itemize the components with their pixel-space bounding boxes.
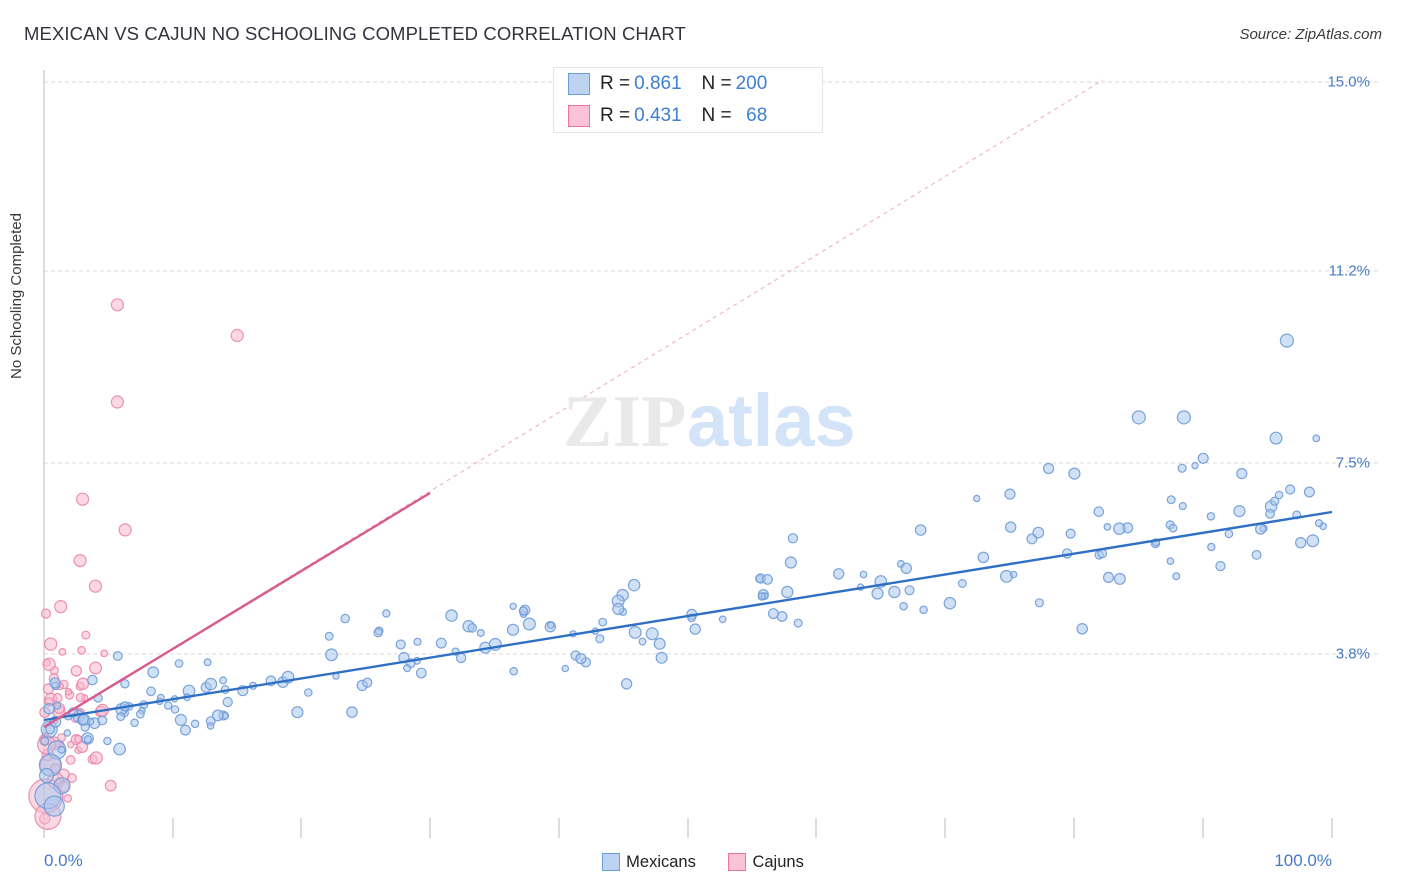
svg-text:atlas: atlas — [687, 379, 856, 462]
svg-text:ZIP: ZIP — [563, 381, 686, 463]
